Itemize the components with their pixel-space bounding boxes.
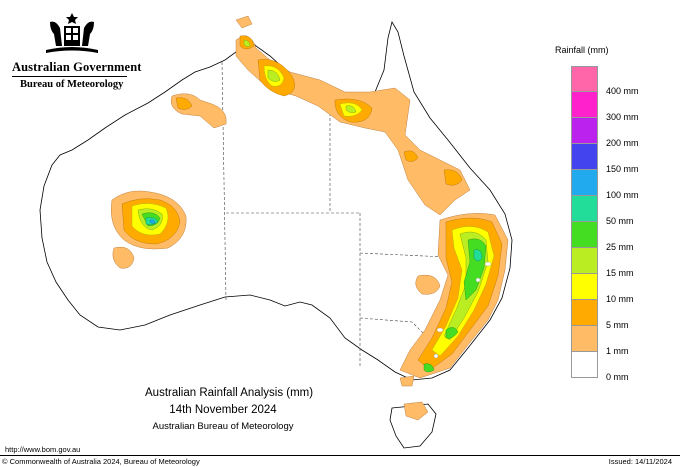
legend-label: 10 mm — [606, 294, 634, 304]
legend-label: 200 mm — [606, 138, 639, 148]
issued-date: Issued: 14/11/2024 — [608, 457, 672, 466]
legend-swatch — [571, 66, 598, 92]
legend-label: 300 mm — [606, 112, 639, 122]
legend-label: 0 mm — [606, 372, 629, 382]
legend-swatch — [571, 222, 598, 248]
legend-label: 15 mm — [606, 268, 634, 278]
legend-swatch — [571, 170, 598, 196]
bom-website-link[interactable]: http://www.bom.gov.au — [5, 445, 81, 454]
legend-swatch — [571, 326, 598, 352]
legend-swatch — [571, 352, 598, 378]
rainfall-100mm-areas — [149, 219, 156, 224]
footer-divider — [0, 455, 680, 456]
map-organisation: Australian Bureau of Meteorology — [152, 421, 294, 432]
government-title: Australian Government — [12, 60, 142, 74]
bureau-title: Bureau of Meteorology — [20, 79, 124, 90]
header-divider — [12, 76, 127, 77]
legend-label: 100 mm — [606, 190, 639, 200]
dry-patches — [433, 261, 492, 359]
legend-swatch — [571, 196, 598, 222]
legend-label: 150 mm — [606, 164, 639, 174]
legend-label: 1 mm — [606, 346, 629, 356]
legend-swatch — [571, 118, 598, 144]
coat-of-arms-logo — [8, 12, 136, 97]
legend-swatch — [571, 144, 598, 170]
legend-label: 50 mm — [606, 216, 634, 226]
legend-swatch — [571, 274, 598, 300]
map-date: 14th November 2024 — [169, 404, 277, 416]
legend-label: 5 mm — [606, 320, 629, 330]
copyright-notice: © Commonwealth of Australia 2024, Bureau… — [2, 457, 200, 466]
legend-swatch — [571, 248, 598, 274]
map-title: Australian Rainfall Analysis (mm) — [145, 387, 314, 399]
legend-label: 400 mm — [606, 86, 639, 96]
rainfall-legend: 400 mm 300 mm 200 mm 150 mm 100 mm 50 mm 25 mm… — [571, 66, 639, 382]
legend-swatch — [571, 92, 598, 118]
legend-title: Rainfall (mm) — [555, 45, 609, 55]
legend-label: 25 mm — [606, 242, 634, 252]
legend-swatch — [571, 300, 598, 326]
